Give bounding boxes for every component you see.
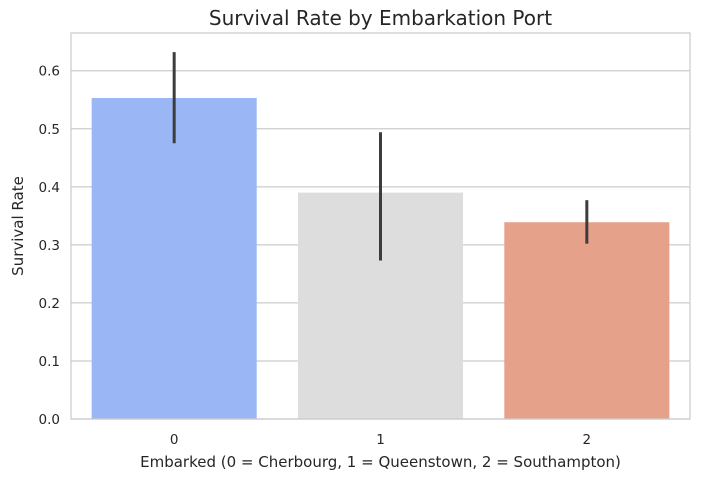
y-axis-title: Survival Rate bbox=[9, 176, 27, 276]
x-tick-labels: 0 1 2 bbox=[170, 432, 591, 448]
y-tick-label: 0.0 bbox=[39, 412, 60, 428]
bar-2 bbox=[504, 222, 670, 419]
plot-frame bbox=[70, 32, 691, 420]
bar-0 bbox=[91, 98, 257, 419]
x-axis-title: Embarked (0 = Cherbourg, 1 = Queenstown,… bbox=[140, 453, 621, 471]
y-tick-label: 0.1 bbox=[39, 354, 60, 370]
y-tick-labels: 0.0 0.1 0.2 0.3 0.4 0.5 0.6 bbox=[39, 64, 60, 428]
y-tick-label: 0.6 bbox=[39, 64, 60, 80]
x-tick-label: 0 bbox=[170, 432, 179, 448]
chart-title: Survival Rate by Embarkation Port bbox=[209, 6, 552, 30]
error-bars bbox=[172, 52, 589, 261]
x-tick-label: 1 bbox=[376, 432, 385, 448]
x-tick-label: 2 bbox=[583, 432, 592, 448]
y-tick-label: 0.4 bbox=[39, 180, 60, 196]
y-tick-label: 0.2 bbox=[39, 296, 60, 312]
y-tick-label: 0.5 bbox=[39, 122, 60, 138]
y-tick-label: 0.3 bbox=[39, 238, 60, 254]
